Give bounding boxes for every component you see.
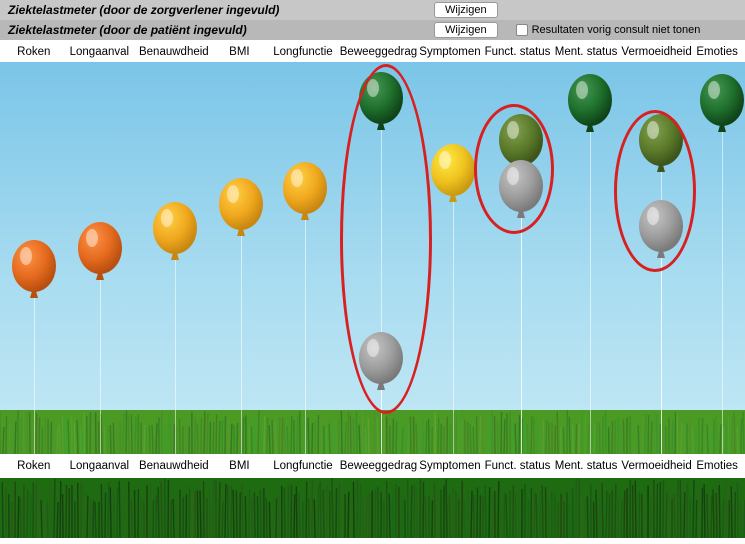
grass-strip-dark <box>0 478 745 538</box>
balloon <box>76 222 124 282</box>
column-label: Vermoeidheid <box>620 460 694 472</box>
column-label: Benauwdheid <box>135 46 212 58</box>
grass-strip <box>0 410 745 454</box>
edit-button-provider[interactable]: Wijzigen <box>434 2 498 18</box>
column-label: BMI <box>213 46 267 58</box>
highlight-oval <box>614 110 696 272</box>
column-label: Beweeggedrag <box>340 460 417 472</box>
column-label: Longaanval <box>64 46 136 58</box>
column-label: Emoties <box>693 46 741 58</box>
balloon-chart <box>0 62 745 454</box>
column-label: Longaanval <box>64 460 136 472</box>
balloon <box>429 144 477 204</box>
balloon <box>10 240 58 300</box>
column-label: Vermoeidheid <box>620 46 694 58</box>
balloon <box>281 162 329 222</box>
column-label: Longfunctie <box>266 46 340 58</box>
highlight-oval <box>474 104 554 234</box>
column-label: Funct. status <box>483 46 553 58</box>
column-label: Emoties <box>693 460 741 472</box>
hide-prev-checkbox-wrap[interactable]: Resultaten vorig consult niet tonen <box>516 24 701 36</box>
column-label: Ment. status <box>552 46 620 58</box>
header-title-patient: Ziektelastmeter (door de patiënt ingevul… <box>8 23 428 37</box>
column-label: Symptomen <box>417 46 483 58</box>
balloon <box>217 178 265 238</box>
column-labels-top: RokenLongaanvalBenauwdheidBMILongfunctie… <box>0 40 745 62</box>
column-label: BMI <box>213 460 267 472</box>
column-label: Beweeggedrag <box>340 46 417 58</box>
column-label: Roken <box>4 460 64 472</box>
header-row-provider: Ziektelastmeter (door de zorgverlener in… <box>0 0 745 20</box>
balloon <box>151 202 199 262</box>
highlight-oval <box>340 64 432 414</box>
column-label: Funct. status <box>483 460 553 472</box>
edit-button-patient[interactable]: Wijzigen <box>434 22 498 38</box>
balloon <box>566 74 614 134</box>
column-label: Longfunctie <box>266 460 340 472</box>
checkbox-label: Resultaten vorig consult niet tonen <box>532 24 701 36</box>
column-label: Symptomen <box>417 460 483 472</box>
column-label: Roken <box>4 46 64 58</box>
column-labels-bottom: RokenLongaanvalBenauwdheidBMILongfunctie… <box>0 458 745 474</box>
column-label: Ment. status <box>552 460 620 472</box>
header-title-provider: Ziektelastmeter (door de zorgverlener in… <box>8 3 428 17</box>
header-row-patient: Ziektelastmeter (door de patiënt ingevul… <box>0 20 745 40</box>
column-label: Benauwdheid <box>135 460 212 472</box>
balloon <box>698 74 745 134</box>
checkbox-icon <box>516 24 528 36</box>
